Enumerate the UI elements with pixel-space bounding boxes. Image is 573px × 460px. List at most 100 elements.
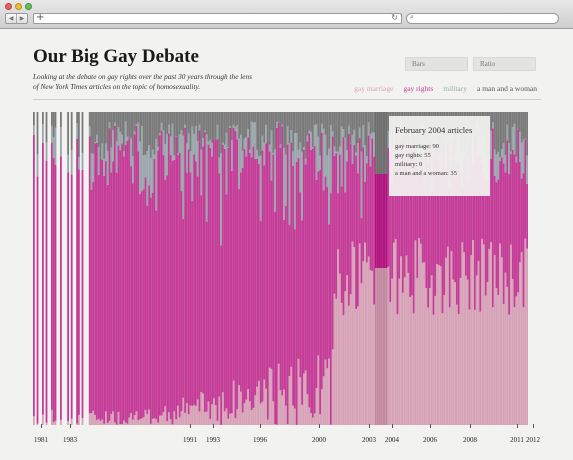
man-woman-segment [171,112,174,124]
rights-segment [324,176,327,360]
axis-tick-label: 1991 [183,436,197,444]
marriage-segment [126,423,129,425]
marriage-segment [164,406,167,425]
man-woman-segment [337,112,339,152]
man-woman-segment [162,112,165,131]
marriage-segment [160,415,163,425]
marriage-segment [423,262,426,425]
marriage-segment [103,423,105,425]
marriage-segment [304,370,307,425]
military-segment [340,126,343,187]
marriage-segment [243,403,246,425]
rights-segment [173,159,176,412]
military-segment [245,137,248,157]
man-woman-segment [191,112,194,127]
marriage-segment [76,423,78,425]
rights-segment [510,154,512,245]
zoom-window-button[interactable] [25,3,32,10]
axis-tick-label: 2000 [312,436,326,444]
marriage-segment [45,422,48,425]
man-woman-segment [249,112,251,150]
close-window-button[interactable] [5,3,12,10]
man-woman-segment [103,112,105,159]
marriage-segment [335,298,338,425]
rights-segment [517,129,519,293]
man-woman-segment [216,112,219,125]
marriage-segment [146,414,149,425]
rights-segment [344,192,347,292]
marriage-segment [508,314,510,425]
marriage-segment [123,420,125,425]
minimize-window-button[interactable] [15,3,22,10]
man-woman-segment [236,112,239,126]
marriage-segment [106,423,109,425]
ratio-view-button[interactable]: Ratio [473,57,536,71]
rights-segment [409,144,411,298]
man-woman-segment [315,112,318,125]
marriage-segment [229,413,231,425]
marriage-segment [412,313,415,425]
legend-gay-rights[interactable]: gay rights [403,84,434,93]
forward-arrow-icon[interactable]: ▶ [16,14,27,23]
military-segment [243,138,246,149]
rights-segment [60,156,62,420]
address-bar[interactable]: + ↻ [33,12,402,24]
military-segment [146,150,149,206]
marriage-segment [416,278,419,425]
military-segment [232,124,235,128]
marriage-segment [456,304,458,425]
marriage-segment [177,405,179,425]
military-segment [303,147,305,150]
marriage-segment [322,376,325,425]
rights-segment [459,173,462,279]
add-tab-icon[interactable]: + [36,12,45,23]
man-woman-segment [220,112,222,154]
axis-tick-label: 2011 [510,436,524,444]
legend-man-and-woman[interactable]: a man and a woman [477,84,537,93]
marriage-segment [333,293,336,425]
man-woman-segment [88,112,91,127]
military-segment [130,138,132,167]
rights-segment [196,176,199,400]
search-icon: ⌕ [410,13,414,21]
military-segment [277,121,280,123]
bars-view-button[interactable]: Bars [405,57,468,71]
rights-segment [250,157,253,410]
military-segment [294,133,296,230]
marriage-segment [380,268,383,425]
marriage-segment [504,272,507,425]
military-segment [272,152,275,155]
rights-segment [267,141,269,420]
rights-segment [412,139,415,314]
military-segment [168,124,170,134]
browser-search-field[interactable]: ⌕ [406,13,559,24]
rights-segment [456,162,458,305]
back-arrow-icon[interactable]: ◀ [8,15,14,22]
legend-gay-marriage[interactable]: gay marriage [354,84,394,93]
rights-segment [126,140,129,424]
marriage-segment [385,268,388,425]
military-segment [155,138,158,211]
military-segment [351,134,354,164]
military-segment [90,153,93,191]
marriage-segment [119,424,122,425]
military-segment [321,123,323,133]
marriage-segment [396,314,399,425]
header-divider [33,99,541,100]
man-woman-segment [493,112,496,150]
man-woman-segment [295,112,298,134]
military-segment [96,134,98,143]
legend-military[interactable]: military [443,84,468,93]
rights-segment [427,162,429,308]
rights-segment [204,132,206,413]
military-segment [250,121,253,158]
marriage-segment [70,418,73,425]
military-segment [148,145,150,186]
military-segment [317,136,320,172]
marriage-segment [337,249,339,425]
military-segment [492,121,494,129]
marriage-segment [263,379,266,425]
reload-icon[interactable]: ↻ [391,13,398,22]
rights-segment [130,166,132,414]
rights-segment [119,150,122,425]
